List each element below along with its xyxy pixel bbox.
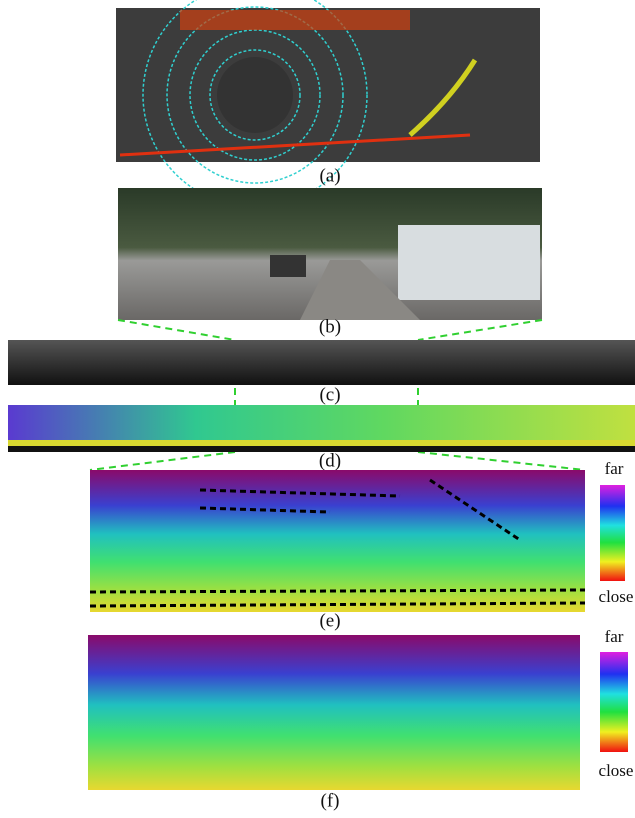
depth-map-e <box>89 470 586 612</box>
panel-label: (c) <box>319 384 340 405</box>
lidar-image <box>116 0 540 208</box>
colorbar-label: close <box>599 761 634 780</box>
panel-label: (b) <box>319 316 341 337</box>
depth-map-f <box>88 635 580 790</box>
colorbar-label: far <box>605 459 624 478</box>
colorbar <box>600 652 628 752</box>
panel-label: (a) <box>319 165 340 186</box>
colorbar <box>600 485 625 581</box>
camera-image <box>118 188 542 320</box>
panel-label: (d) <box>319 450 341 471</box>
colorbar-label: close <box>599 587 634 606</box>
panel-label: (e) <box>319 610 340 631</box>
colorbar-label: far <box>605 627 624 646</box>
zoom-lines <box>89 319 586 471</box>
sparse-depth <box>8 340 635 385</box>
dense-depth-strip <box>8 405 635 452</box>
panel-label: (f) <box>321 790 340 811</box>
